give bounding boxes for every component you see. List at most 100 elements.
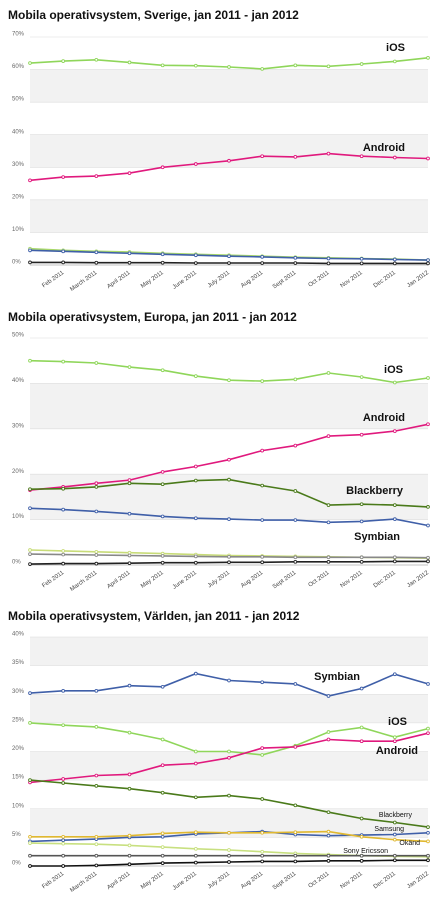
point — [359, 686, 364, 691]
point — [28, 853, 32, 858]
point — [61, 359, 66, 364]
point — [326, 371, 331, 375]
point — [227, 261, 231, 265]
point — [426, 853, 430, 858]
point — [127, 260, 132, 265]
point — [227, 65, 231, 69]
point — [61, 249, 66, 254]
x-tick-label: Nov 2011 — [340, 270, 365, 290]
x-tick-label: Jan 2012 — [406, 871, 430, 890]
point — [392, 429, 397, 433]
point — [260, 448, 265, 453]
y-tick-label: 30% — [12, 689, 25, 695]
point — [160, 853, 165, 858]
point — [392, 837, 397, 842]
band — [30, 199, 428, 233]
point — [160, 684, 165, 689]
y-tick-label: 0% — [12, 560, 21, 566]
point — [227, 378, 231, 383]
band — [30, 69, 428, 103]
point — [193, 261, 198, 265]
point — [260, 753, 265, 757]
point — [28, 178, 32, 183]
point — [193, 63, 198, 68]
point — [293, 377, 298, 382]
point — [227, 517, 231, 521]
point — [127, 478, 132, 482]
point — [260, 746, 265, 750]
point — [359, 502, 364, 507]
point — [28, 548, 32, 552]
point — [160, 482, 165, 487]
point — [392, 261, 397, 266]
point — [326, 853, 331, 858]
point — [426, 156, 430, 161]
point — [28, 61, 32, 65]
point — [94, 509, 99, 514]
point — [326, 694, 331, 698]
point — [426, 422, 430, 427]
point — [293, 559, 298, 564]
point — [28, 487, 32, 492]
point — [160, 252, 165, 257]
point — [392, 380, 397, 385]
x-tick-label: May 2011 — [140, 270, 165, 290]
x-tick-label: March 2011 — [69, 270, 99, 293]
point — [260, 261, 265, 265]
point — [326, 261, 331, 266]
x-tick-label: Nov 2011 — [340, 871, 365, 891]
band — [30, 637, 428, 666]
point — [94, 853, 99, 858]
point — [326, 434, 331, 438]
point — [160, 861, 165, 865]
point — [61, 864, 66, 868]
point — [94, 834, 99, 839]
point — [359, 559, 364, 564]
point — [293, 803, 298, 808]
point — [28, 778, 32, 782]
y-tick-label: 0% — [12, 260, 21, 266]
point — [326, 810, 331, 815]
y-tick-label: 70% — [12, 32, 25, 38]
point — [392, 517, 397, 521]
point — [359, 816, 364, 821]
point — [260, 830, 265, 835]
point — [260, 859, 265, 864]
point — [426, 726, 430, 731]
point — [94, 773, 99, 778]
point — [426, 825, 430, 829]
point — [193, 478, 198, 483]
x-tick-label: May 2011 — [140, 871, 165, 891]
point — [260, 680, 265, 685]
point — [160, 737, 165, 742]
point — [127, 251, 132, 256]
point — [127, 553, 132, 558]
point — [193, 554, 198, 559]
point — [426, 555, 430, 560]
point — [326, 520, 331, 525]
series-label: Sony Ericsson — [343, 848, 388, 855]
point — [28, 552, 32, 556]
y-tick-label: 10% — [12, 803, 25, 809]
point — [94, 783, 99, 788]
x-tick-label: Aug 2011 — [240, 270, 265, 290]
point — [426, 858, 430, 863]
point — [94, 725, 99, 729]
y-tick-label: 20% — [12, 746, 25, 752]
point — [227, 457, 231, 462]
point — [127, 786, 132, 791]
point — [392, 555, 397, 560]
point — [326, 555, 331, 560]
x-tick-label: March 2011 — [69, 570, 99, 593]
point — [293, 518, 298, 522]
point — [227, 853, 231, 858]
x-tick-label: June 2011 — [172, 570, 199, 591]
point — [94, 174, 99, 178]
point — [61, 486, 66, 491]
point — [392, 820, 397, 825]
point — [61, 175, 66, 179]
x-tick-label: Oct 2011 — [308, 871, 332, 890]
x-tick-label: Sept 2011 — [272, 570, 298, 591]
x-tick-label: Oct 2011 — [308, 570, 332, 589]
point — [392, 672, 397, 677]
